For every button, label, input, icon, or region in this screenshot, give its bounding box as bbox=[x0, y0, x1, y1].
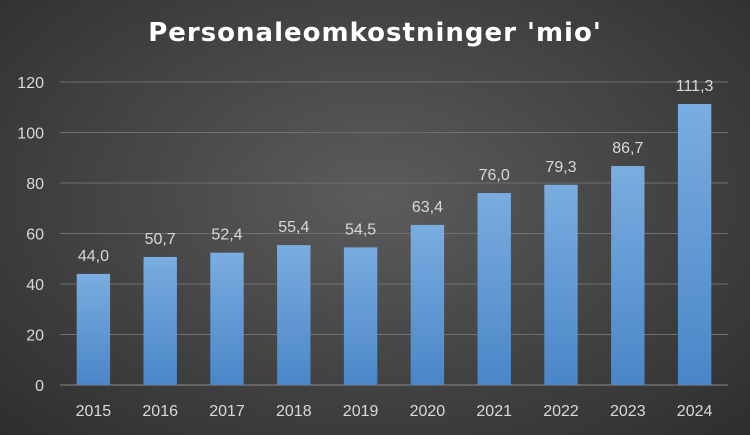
data-label-2020: 63,4 bbox=[412, 199, 443, 216]
x-tick-label: 2017 bbox=[209, 403, 245, 420]
bar-2015 bbox=[76, 273, 111, 385]
y-tick-label: 80 bbox=[26, 176, 44, 193]
x-tick-label: 2021 bbox=[476, 403, 512, 420]
y-tick-label: 0 bbox=[35, 378, 44, 395]
x-tick-label: 2022 bbox=[543, 403, 579, 420]
y-tick-label: 40 bbox=[26, 277, 44, 294]
data-label-2019: 54,5 bbox=[345, 221, 376, 238]
x-tick-label: 2023 bbox=[610, 403, 646, 420]
x-tick-label: 2019 bbox=[343, 403, 379, 420]
axis: 0 20 40 60 80 100 120 2015 2016 2017 2018 2019 2020 2… bbox=[17, 75, 728, 420]
y-tick-label: 60 bbox=[26, 227, 44, 244]
data-label-2021: 76,0 bbox=[479, 167, 510, 184]
y-tick-label: 120 bbox=[17, 75, 44, 92]
data-label-2023: 86,7 bbox=[612, 140, 643, 157]
y-tick-label: 20 bbox=[26, 328, 44, 345]
y-tick-label: 100 bbox=[17, 126, 44, 143]
data-labels: 44,0 50,7 52,4 55,4 54,5 63,4 76,0 79,3 86,7 111,… bbox=[78, 78, 714, 265]
bar-2024 bbox=[677, 103, 712, 385]
x-tick-label: 2016 bbox=[142, 403, 178, 420]
data-label-2015: 44,0 bbox=[78, 248, 109, 265]
bar-2020 bbox=[410, 224, 445, 385]
bar-2018 bbox=[277, 245, 311, 385]
data-label-2018: 55,4 bbox=[278, 219, 309, 236]
bar-2019 bbox=[343, 247, 378, 385]
bar-2023 bbox=[611, 166, 645, 385]
x-tick-label: 2020 bbox=[410, 403, 446, 420]
bars bbox=[76, 103, 712, 385]
bar-2017 bbox=[210, 252, 244, 385]
x-tick-label: 2015 bbox=[76, 403, 112, 420]
data-label-2016: 50,7 bbox=[145, 231, 176, 248]
bar-2022 bbox=[544, 184, 578, 385]
x-tick-label: 2018 bbox=[276, 403, 312, 420]
data-label-2024: 111,3 bbox=[676, 78, 714, 95]
chart-title: Personaleomkostninger 'mio' bbox=[148, 18, 602, 48]
data-label-2017: 52,4 bbox=[211, 227, 242, 244]
bar-2021 bbox=[477, 193, 511, 385]
x-tick-label: 2024 bbox=[677, 403, 713, 420]
bar-2016 bbox=[143, 256, 177, 385]
data-label-2022: 79,3 bbox=[545, 159, 576, 176]
